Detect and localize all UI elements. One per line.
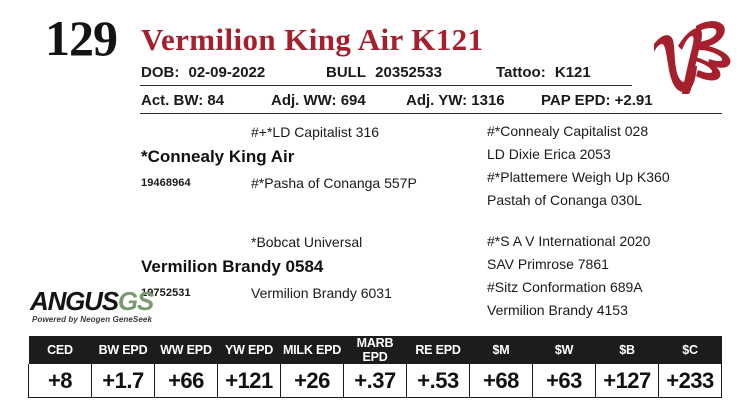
sire-grandsire: #+*LD Capitalist 316 bbox=[251, 124, 380, 140]
epd-header-cell: YW EPD bbox=[217, 336, 281, 364]
sire-name: *Connealy King Air bbox=[141, 147, 295, 166]
epd-header-cell: $W bbox=[532, 336, 596, 364]
tattoo-field: Tattoo: K121 bbox=[496, 62, 591, 84]
pap-epd: PAP EPD: +2.91 bbox=[541, 92, 653, 109]
angus-gs-tagline: Powered by Neogen GeneSeek bbox=[32, 315, 152, 324]
dam-great-grandparent: #*S A V International 2020 bbox=[487, 233, 651, 249]
dam-great-grandparents: #*S A V International 2020 SAV Primrose … bbox=[487, 230, 650, 322]
epd-value-cell: +8 bbox=[28, 364, 92, 398]
sire-registration: 19468964 bbox=[141, 177, 191, 189]
angus-wordmark-primary: ANGUS bbox=[30, 286, 119, 316]
lot-number: 129 bbox=[45, 10, 118, 66]
epd-value-cell: +.37 bbox=[343, 364, 407, 398]
page-title: Vermilion King Air K121 bbox=[141, 22, 484, 57]
epd-header-cell: $C bbox=[658, 336, 722, 364]
actual-birth-weight: Act. BW: 84 bbox=[141, 92, 225, 109]
tattoo-label: Tattoo: bbox=[496, 64, 546, 81]
dam-great-grandparent: SAV Primrose 7861 bbox=[487, 256, 609, 272]
sex-registration-field: BULL 20352533 bbox=[326, 62, 442, 84]
sire-great-grandparent: Pastah of Conanga 030L bbox=[487, 192, 642, 208]
measurements-row: Act. BW: 84 Adj. WW: 694 Adj. YW: 1316 P… bbox=[141, 90, 661, 112]
angus-gs-wordmark: ANGUSGS bbox=[30, 286, 154, 316]
epd-value-cell: +233 bbox=[658, 364, 722, 398]
dob-field: DOB: 02-09-2022 bbox=[141, 62, 265, 84]
epd-value-cell: +68 bbox=[469, 364, 533, 398]
sire-great-grandparent: LD Dixie Erica 2053 bbox=[487, 146, 611, 162]
sire-great-grandparent: #*Connealy Capitalist 028 bbox=[487, 123, 649, 139]
dob-value: 02-09-2022 bbox=[188, 64, 266, 81]
epd-value-cell: +.53 bbox=[406, 364, 470, 398]
epd-header-row: CED BW EPD WW EPD YW EPD MILK EPD MARB E… bbox=[28, 336, 722, 364]
dam-great-grandparent: Vermilion Brandy 4153 bbox=[487, 302, 628, 318]
epd-header-cell: MILK EPD bbox=[280, 336, 344, 364]
epd-value-cell: +127 bbox=[595, 364, 659, 398]
epd-header-cell: $B bbox=[595, 336, 659, 364]
divider-top bbox=[140, 85, 632, 86]
identity-row: DOB: 02-09-2022 BULL 20352533 Tattoo: K1… bbox=[141, 62, 641, 84]
tattoo-value: K121 bbox=[554, 64, 591, 81]
epd-value-cell: +121 bbox=[217, 364, 281, 398]
adjusted-yearling-weight: Adj. YW: 1316 bbox=[406, 92, 505, 109]
divider-bottom bbox=[140, 113, 722, 114]
registration-value: 20352533 bbox=[375, 64, 442, 81]
epd-value-row: +8 +1.7 +66 +121 +26 +.37 +.53 +68 +63 +… bbox=[28, 364, 722, 398]
sire-granddam: #*Pasha of Conanga 557P bbox=[251, 175, 417, 191]
sex-label: BULL bbox=[326, 64, 366, 81]
epd-header-cell: MARB EPD bbox=[343, 336, 407, 364]
sire-great-grandparents: #*Connealy Capitalist 028 LD Dixie Erica… bbox=[487, 120, 670, 212]
epd-header-cell: $M bbox=[469, 336, 533, 364]
dob-label: DOB: bbox=[141, 64, 180, 81]
dam-granddam: Vermilion Brandy 6031 bbox=[251, 285, 392, 301]
dam-great-grandparent: #Sitz Conformation 689A bbox=[487, 279, 643, 295]
sire-great-grandparent: #*Plattemere Weigh Up K360 bbox=[487, 169, 670, 185]
dam-name: Vermilion Brandy 0584 bbox=[141, 257, 324, 276]
epd-header-cell: RE EPD bbox=[406, 336, 470, 364]
angus-gs-logo: ANGUSGS Powered by Neogen GeneSeek bbox=[30, 286, 154, 328]
angus-wordmark-secondary: GS bbox=[117, 286, 154, 316]
vermilion-ranch-brand-icon bbox=[648, 12, 740, 98]
epd-value-cell: +63 bbox=[532, 364, 596, 398]
epd-value-cell: +66 bbox=[154, 364, 218, 398]
dam-registration: 19752531 bbox=[141, 287, 191, 299]
dam-grandsire: *Bobcat Universal bbox=[251, 234, 363, 250]
epd-table: CED BW EPD WW EPD YW EPD MILK EPD MARB E… bbox=[28, 336, 722, 398]
epd-header-cell: CED bbox=[28, 336, 92, 364]
epd-header-cell: WW EPD bbox=[154, 336, 218, 364]
adjusted-weaning-weight: Adj. WW: 694 bbox=[271, 92, 366, 109]
epd-value-cell: +1.7 bbox=[91, 364, 155, 398]
epd-value-cell: +26 bbox=[280, 364, 344, 398]
epd-header-cell: BW EPD bbox=[91, 336, 155, 364]
